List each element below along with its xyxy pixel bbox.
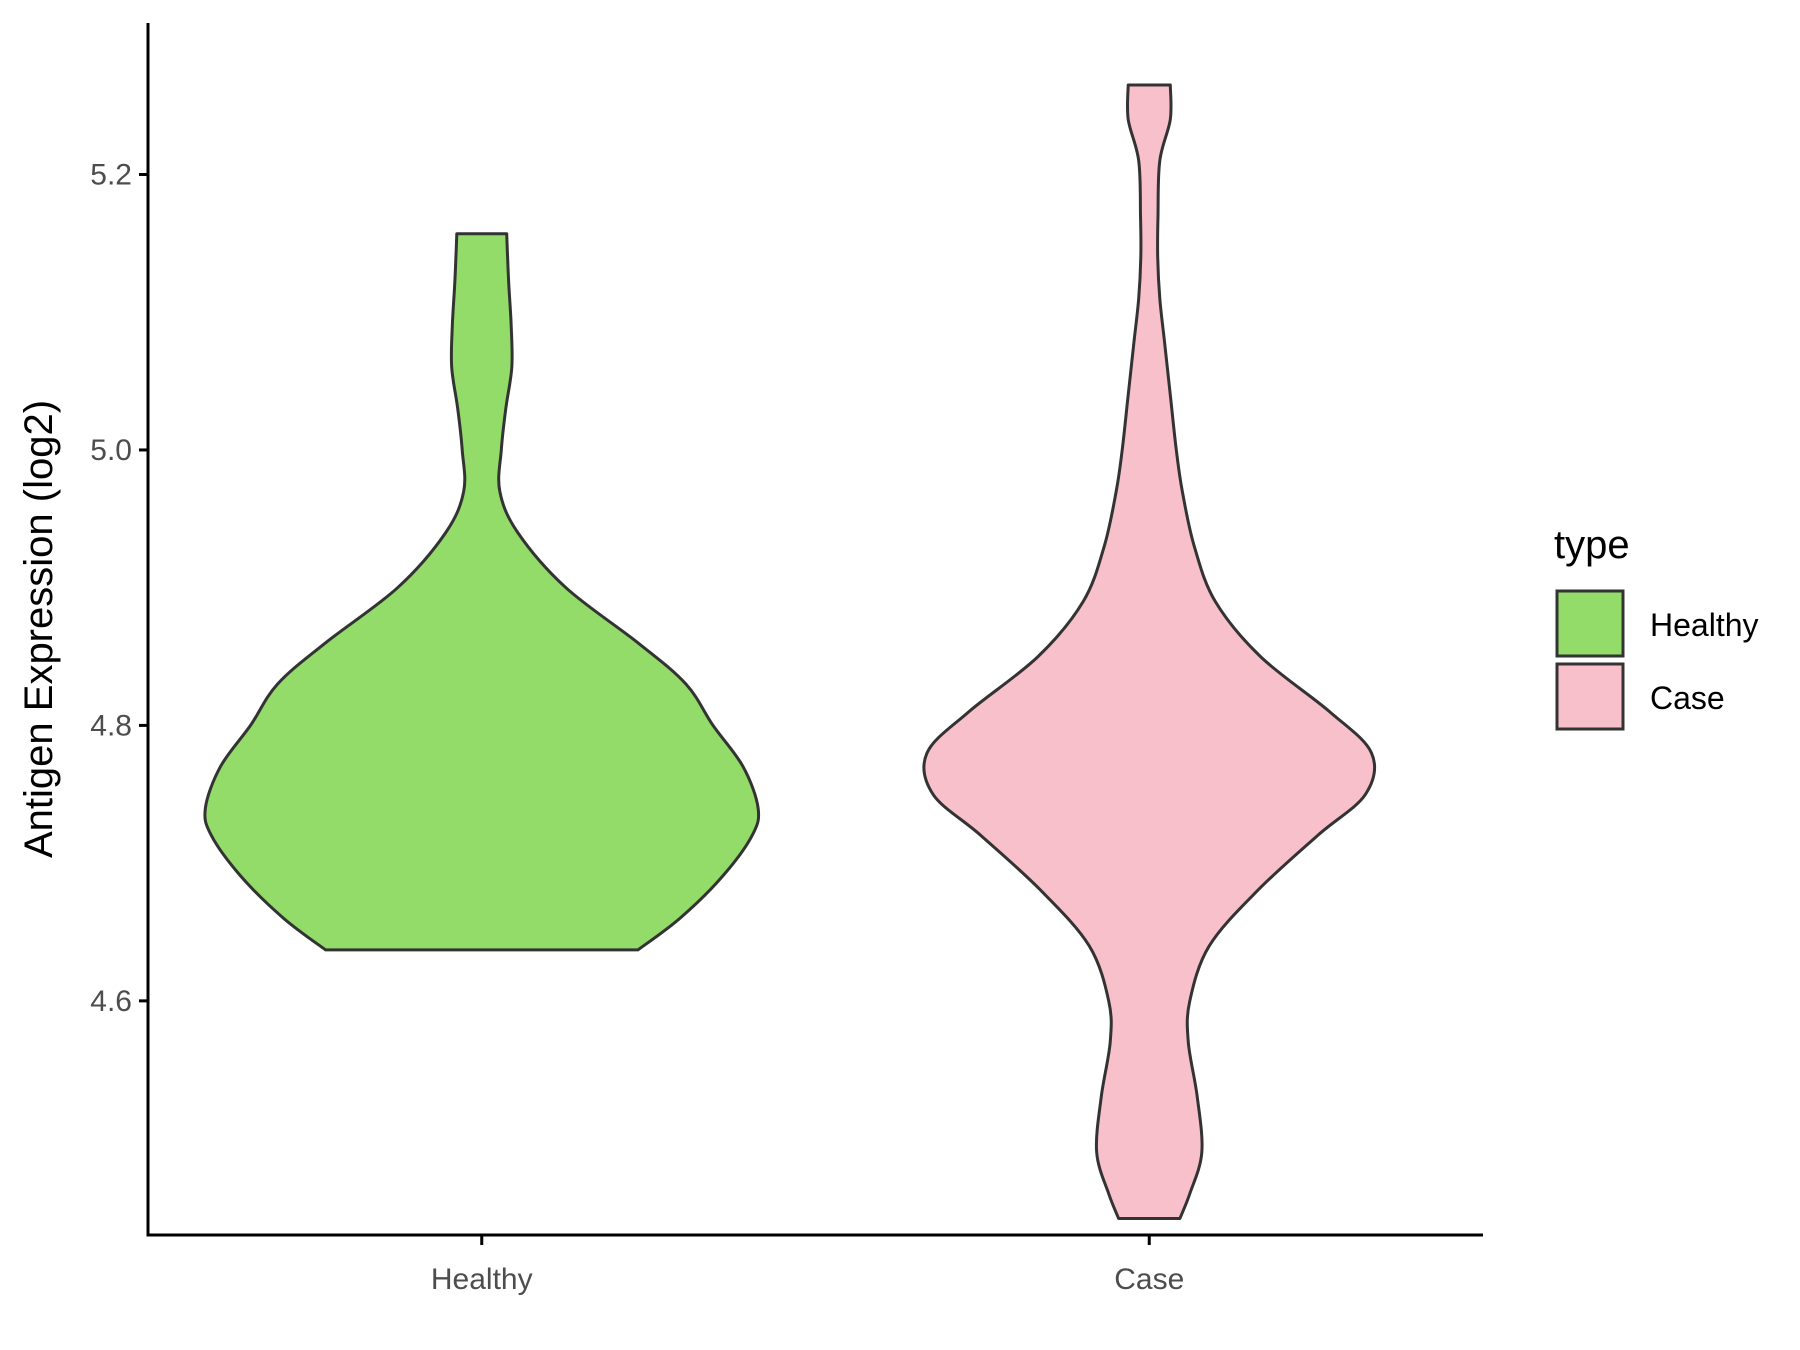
legend-label-healthy: Healthy xyxy=(1650,607,1759,643)
y-tick-label: 5.0 xyxy=(90,434,132,467)
y-ticks: 4.6 4.8 5.0 5.2 xyxy=(90,159,148,1018)
legend-key-healthy xyxy=(1555,589,1625,658)
y-tick-label: 5.2 xyxy=(90,159,132,192)
x-ticks: Healthy Case xyxy=(431,1235,1184,1296)
legend-title: type xyxy=(1554,523,1630,567)
y-tick-label: 4.8 xyxy=(90,709,132,742)
legend-label-case: Case xyxy=(1650,680,1725,716)
violin-healthy xyxy=(203,232,761,952)
x-tick-label: Case xyxy=(1114,1263,1184,1296)
legend-key-case xyxy=(1555,662,1625,731)
y-axis-title: Antigen Expression (log2) xyxy=(17,400,61,858)
legend: type Healthy Case xyxy=(1554,523,1759,731)
violin-case xyxy=(922,83,1377,1220)
y-tick-label: 4.6 xyxy=(90,985,132,1018)
violin-layer xyxy=(203,83,1377,1220)
x-tick-label: Healthy xyxy=(431,1263,533,1296)
axes xyxy=(146,23,1483,1237)
